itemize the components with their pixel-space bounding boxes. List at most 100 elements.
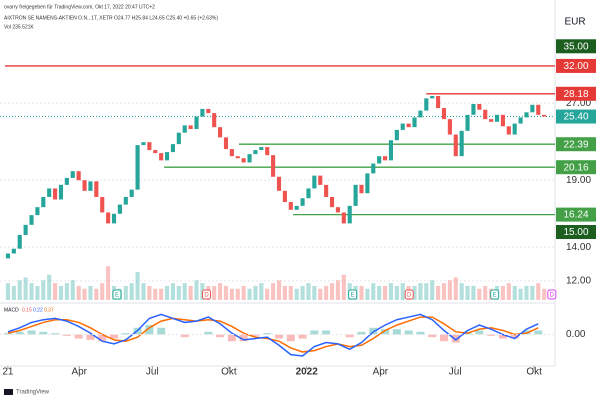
volume-bar: [300, 285, 305, 300]
level-box: [556, 137, 596, 152]
macd-histogram: [404, 330, 413, 335]
x-tick-label: 2022: [296, 367, 319, 378]
candle: [259, 147, 264, 151]
volume-bar: [159, 288, 164, 300]
level-label: 22.39: [563, 139, 588, 150]
candle: [329, 196, 335, 208]
level-label: 20.16: [563, 162, 588, 173]
candle: [29, 215, 34, 225]
volume-bar: [506, 283, 511, 300]
candle: [353, 184, 358, 206]
macd-histogram: [216, 334, 225, 338]
volume-bar: [318, 288, 323, 300]
level-label: 35.00: [563, 41, 588, 52]
volume-bar: [135, 271, 140, 300]
candle: [459, 130, 464, 157]
volume-bar: [82, 288, 87, 300]
candle: [229, 149, 234, 157]
volume-bar: [259, 283, 264, 300]
candle: [542, 114, 547, 117]
volume-bar: [253, 285, 258, 300]
candle: [518, 117, 523, 124]
level-label: 28.18: [563, 89, 588, 100]
candle: [347, 205, 352, 224]
macd-histogram: [381, 329, 390, 335]
macd-histogram: [510, 334, 519, 339]
x-tick-label: Okt: [526, 367, 542, 378]
volume-bar: [294, 288, 299, 300]
macd-histogram: [3, 333, 12, 335]
volume-bar: [430, 280, 435, 300]
volume-bar: [247, 288, 252, 300]
level-box: [556, 58, 596, 73]
volume-bar: [147, 285, 152, 300]
y-tick-label: 19.00: [566, 175, 591, 186]
candle: [206, 108, 211, 114]
volume-bar: [35, 285, 40, 300]
event-marker: [348, 289, 358, 300]
candle: [253, 150, 258, 155]
volume-bar: [394, 285, 399, 300]
macd-histogram: [487, 334, 496, 336]
volume-bar: [153, 288, 158, 300]
macd-line: [7, 313, 539, 357]
x-tick-label: 21: [2, 367, 14, 378]
volume-bar: [271, 283, 276, 300]
volume-bar: [335, 280, 340, 300]
candle: [212, 113, 217, 128]
candle: [82, 180, 87, 191]
volume-bar: [424, 283, 429, 300]
candle: [430, 95, 435, 99]
event-label: E: [493, 293, 497, 299]
candle: [64, 177, 69, 185]
chart-title: AIXTRON SE NAMENS-AKTIEN O.N., 1T, XETR …: [4, 15, 218, 21]
candle: [247, 154, 252, 163]
volume-bar: [400, 283, 405, 300]
level-label: 32.00: [563, 61, 588, 72]
event-marker: [547, 289, 557, 300]
candle: [35, 207, 40, 216]
candle: [11, 248, 16, 254]
volume-bar: [176, 285, 181, 300]
candle: [53, 188, 58, 200]
macd-histogram: [416, 331, 425, 335]
volume-bar: [465, 285, 470, 300]
volume-bar: [194, 280, 199, 300]
candle: [536, 104, 541, 115]
candle: [135, 145, 140, 190]
macd-histogram: [298, 334, 307, 339]
volume-bar: [170, 283, 175, 300]
macd-histogram: [204, 331, 213, 335]
macd-histogram: [239, 334, 248, 342]
volume-bar: [29, 283, 34, 300]
macd-histogram: [534, 330, 543, 335]
volume-bar: [288, 285, 293, 300]
macd-label: MACD: [4, 307, 19, 313]
candle: [494, 114, 500, 122]
level-box: [556, 225, 596, 240]
candle: [129, 189, 134, 197]
volume-bar: [359, 285, 364, 300]
candle: [383, 156, 388, 161]
volume-bar: [477, 288, 482, 300]
x-tick-label: Jul: [449, 367, 462, 378]
volume-bar: [341, 274, 346, 300]
candle: [47, 188, 52, 197]
candle: [335, 207, 340, 213]
candle: [94, 181, 99, 197]
candle: [235, 156, 240, 159]
candle: [506, 126, 511, 135]
volume-bar: [418, 283, 423, 300]
candle: [489, 119, 494, 122]
candle: [100, 196, 105, 213]
candle: [23, 224, 28, 235]
candle: [512, 123, 517, 135]
candle: [111, 213, 117, 224]
volume-bar: [306, 283, 311, 300]
macd-histogram: [451, 334, 460, 343]
candle: [300, 198, 305, 206]
macd-histogram: [310, 330, 319, 335]
event-label: E: [115, 293, 119, 299]
volume-bar: [229, 288, 234, 300]
